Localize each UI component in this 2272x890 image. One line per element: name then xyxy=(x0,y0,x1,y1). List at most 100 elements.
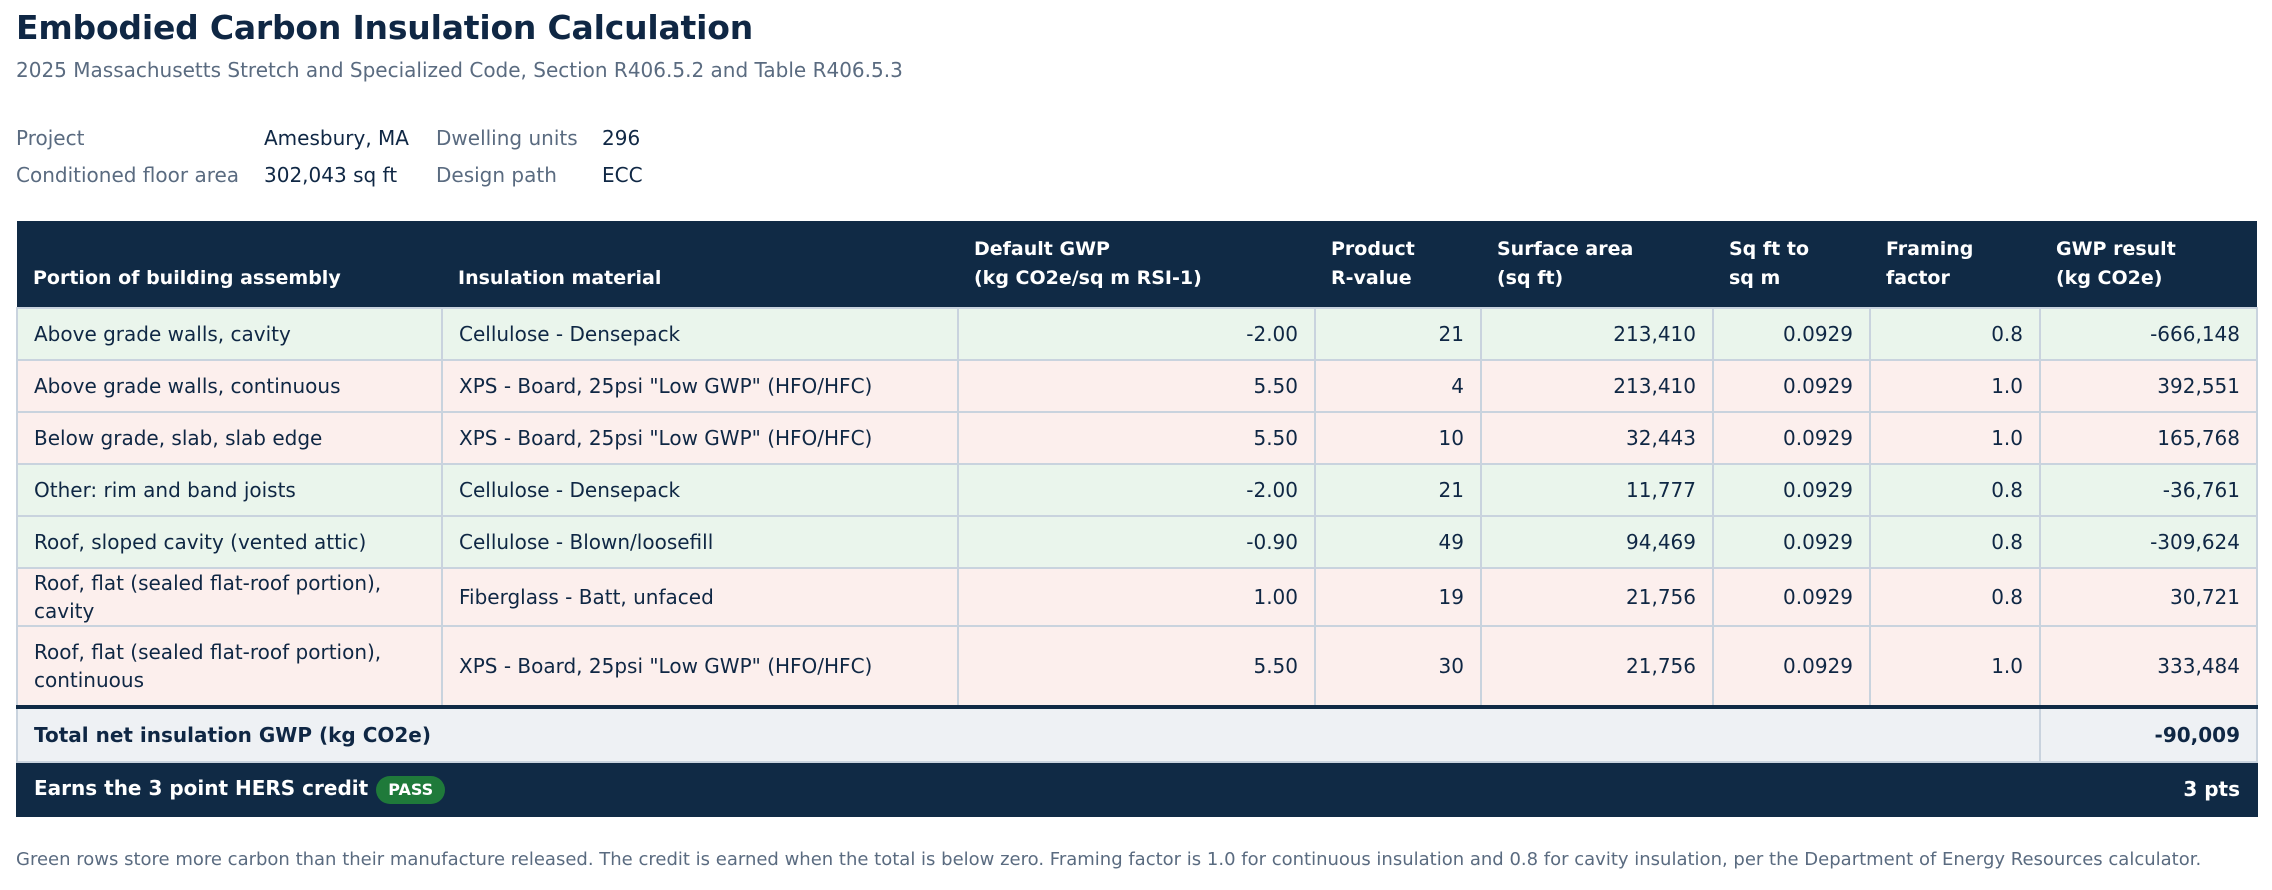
cell-portion: Below grade, slab, slab edge xyxy=(16,411,443,465)
cell-rvalue: 10 xyxy=(1314,411,1482,465)
cell-rvalue: 21 xyxy=(1314,463,1482,517)
col-header-area-line2: (sq ft) xyxy=(1497,267,1564,289)
total-value: -90,009 xyxy=(2039,705,2258,763)
col-header-conversion: Sq ft to sq m xyxy=(1713,221,1870,308)
cell-area: 11,777 xyxy=(1480,463,1714,517)
cell-conversion: 0.0929 xyxy=(1712,307,1871,361)
gwp-calculation-table: Portion of building assembly Insulation … xyxy=(16,221,2258,817)
footnote: Green rows store more carbon than their … xyxy=(16,849,2202,870)
cell-material: XPS - Board, 25psi "Low GWP" (HFO/HFC) xyxy=(441,359,959,413)
credit-points: 3 pts xyxy=(2039,761,2258,817)
table-row: Other: rim and band joists Cellulose - D… xyxy=(16,463,2258,517)
col-header-framing-line2: factor xyxy=(1886,267,1950,289)
col-header-framing-line1: Framing xyxy=(1886,238,1974,260)
col-header-gwp-line1: Default GWP xyxy=(974,238,1110,260)
cell-material: XPS - Board, 25psi "Low GWP" (HFO/HFC) xyxy=(441,625,959,708)
pass-badge: PASS xyxy=(376,775,446,804)
table-row: Above grade walls, cavity Cellulose - De… xyxy=(16,307,2258,361)
cell-area: 21,756 xyxy=(1480,625,1714,708)
cell-result: -666,148 xyxy=(2039,307,2258,361)
cell-rvalue: 19 xyxy=(1314,567,1482,627)
cell-area: 21,756 xyxy=(1480,567,1714,627)
cell-framing: 0.8 xyxy=(1869,567,2041,627)
cell-result: 165,768 xyxy=(2039,411,2258,465)
col-header-rvalue-line1: Product xyxy=(1331,238,1415,260)
dwelling-units-value: 296 xyxy=(602,126,641,150)
credit-row: Earns the 3 point HERS credit PASS 3 pts xyxy=(16,761,2258,817)
cell-result: 333,484 xyxy=(2039,625,2258,708)
cell-material: XPS - Board, 25psi "Low GWP" (HFO/HFC) xyxy=(441,411,959,465)
cell-portion: Other: rim and band joists xyxy=(16,463,443,517)
cell-framing: 0.8 xyxy=(1869,463,2041,517)
table-row: Roof, sloped cavity (vented attic) Cellu… xyxy=(16,515,2258,569)
cell-area: 94,469 xyxy=(1480,515,1714,569)
col-header-area: Surface area (sq ft) xyxy=(1481,221,1713,308)
cell-framing: 1.0 xyxy=(1869,625,2041,708)
col-header-result-line1: GWP result xyxy=(2056,238,2176,260)
total-row: Total net insulation GWP (kg CO2e) -90,0… xyxy=(16,705,2258,763)
floor-area-label: Conditioned floor area xyxy=(16,163,240,187)
cell-conversion: 0.0929 xyxy=(1712,411,1871,465)
col-header-framing: Framing factor xyxy=(1870,221,2040,308)
col-header-portion: Portion of building assembly xyxy=(17,221,442,308)
project-label: Project xyxy=(16,126,85,150)
cell-result: 30,721 xyxy=(2039,567,2258,627)
col-header-result-line2: (kg CO2e) xyxy=(2056,267,2163,289)
cell-framing: 1.0 xyxy=(1869,411,2041,465)
cell-portion: Above grade walls, cavity xyxy=(16,307,443,361)
cell-conversion: 0.0929 xyxy=(1712,463,1871,517)
col-header-conversion-line1: Sq ft to xyxy=(1729,238,1809,260)
cell-area: 213,410 xyxy=(1480,359,1714,413)
cell-result: -36,761 xyxy=(2039,463,2258,517)
credit-label: Earns the 3 point HERS credit xyxy=(34,776,369,801)
cell-rvalue: 21 xyxy=(1314,307,1482,361)
cell-rvalue: 30 xyxy=(1314,625,1482,708)
cell-conversion: 0.0929 xyxy=(1712,359,1871,413)
col-header-rvalue-line2: R-value xyxy=(1331,267,1412,289)
cell-conversion: 0.0929 xyxy=(1712,625,1871,708)
cell-framing: 0.8 xyxy=(1869,515,2041,569)
cell-framing: 0.8 xyxy=(1869,307,2041,361)
cell-material: Cellulose - Blown/loosefill xyxy=(441,515,959,569)
col-header-gwp-line2: (kg CO2e/sq m RSI-1) xyxy=(974,267,1202,289)
cell-gwp: 5.50 xyxy=(957,411,1316,465)
cell-material: Fiberglass - Batt, unfaced xyxy=(441,567,959,627)
cell-gwp: 1.00 xyxy=(957,567,1316,627)
project-value: Amesbury, MA xyxy=(264,126,409,150)
col-header-conversion-line2: sq m xyxy=(1729,267,1781,289)
cell-material: Cellulose - Densepack xyxy=(441,463,959,517)
col-header-result: GWP result (kg CO2e) xyxy=(2040,221,2257,308)
credit-label-cell: Earns the 3 point HERS credit PASS xyxy=(16,761,2041,817)
cell-rvalue: 4 xyxy=(1314,359,1482,413)
col-header-gwp: Default GWP (kg CO2e/sq m RSI-1) xyxy=(958,221,1315,308)
cell-portion: Roof, flat (sealed flat-roof portion), c… xyxy=(16,567,443,627)
page-subtitle: 2025 Massachusetts Stretch and Specializ… xyxy=(16,58,903,82)
project-meta: Project Amesbury, MA Dwelling units 296 … xyxy=(16,120,643,194)
table-row: Above grade walls, continuous XPS - Boar… xyxy=(16,359,2258,413)
page-title: Embodied Carbon Insulation Calculation xyxy=(16,8,753,47)
cell-gwp: 5.50 xyxy=(957,359,1316,413)
cell-gwp: -2.00 xyxy=(957,463,1316,517)
meta-row: Conditioned floor area 302,043 sq ft Des… xyxy=(16,157,643,194)
cell-portion: Roof, sloped cavity (vented attic) xyxy=(16,515,443,569)
dwelling-units-label: Dwelling units xyxy=(436,126,578,150)
col-header-portion-text: Portion of building assembly xyxy=(33,267,341,289)
table-header-row: Portion of building assembly Insulation … xyxy=(17,221,2257,308)
design-path-value: ECC xyxy=(602,163,643,187)
total-label: Total net insulation GWP (kg CO2e) xyxy=(16,705,2041,763)
cell-rvalue: 49 xyxy=(1314,515,1482,569)
meta-row: Project Amesbury, MA Dwelling units 296 xyxy=(16,120,643,157)
cell-conversion: 0.0929 xyxy=(1712,515,1871,569)
cell-area: 32,443 xyxy=(1480,411,1714,465)
cell-gwp: -2.00 xyxy=(957,307,1316,361)
table-row: Below grade, slab, slab edge XPS - Board… xyxy=(16,411,2258,465)
cell-area: 213,410 xyxy=(1480,307,1714,361)
cell-material: Cellulose - Densepack xyxy=(441,307,959,361)
cell-result: 392,551 xyxy=(2039,359,2258,413)
col-header-rvalue: Product R-value xyxy=(1315,221,1481,308)
col-header-material: Insulation material xyxy=(442,221,958,308)
cell-conversion: 0.0929 xyxy=(1712,567,1871,627)
cell-portion: Above grade walls, continuous xyxy=(16,359,443,413)
design-path-label: Design path xyxy=(436,163,557,187)
floor-area-value: 302,043 sq ft xyxy=(264,163,398,187)
